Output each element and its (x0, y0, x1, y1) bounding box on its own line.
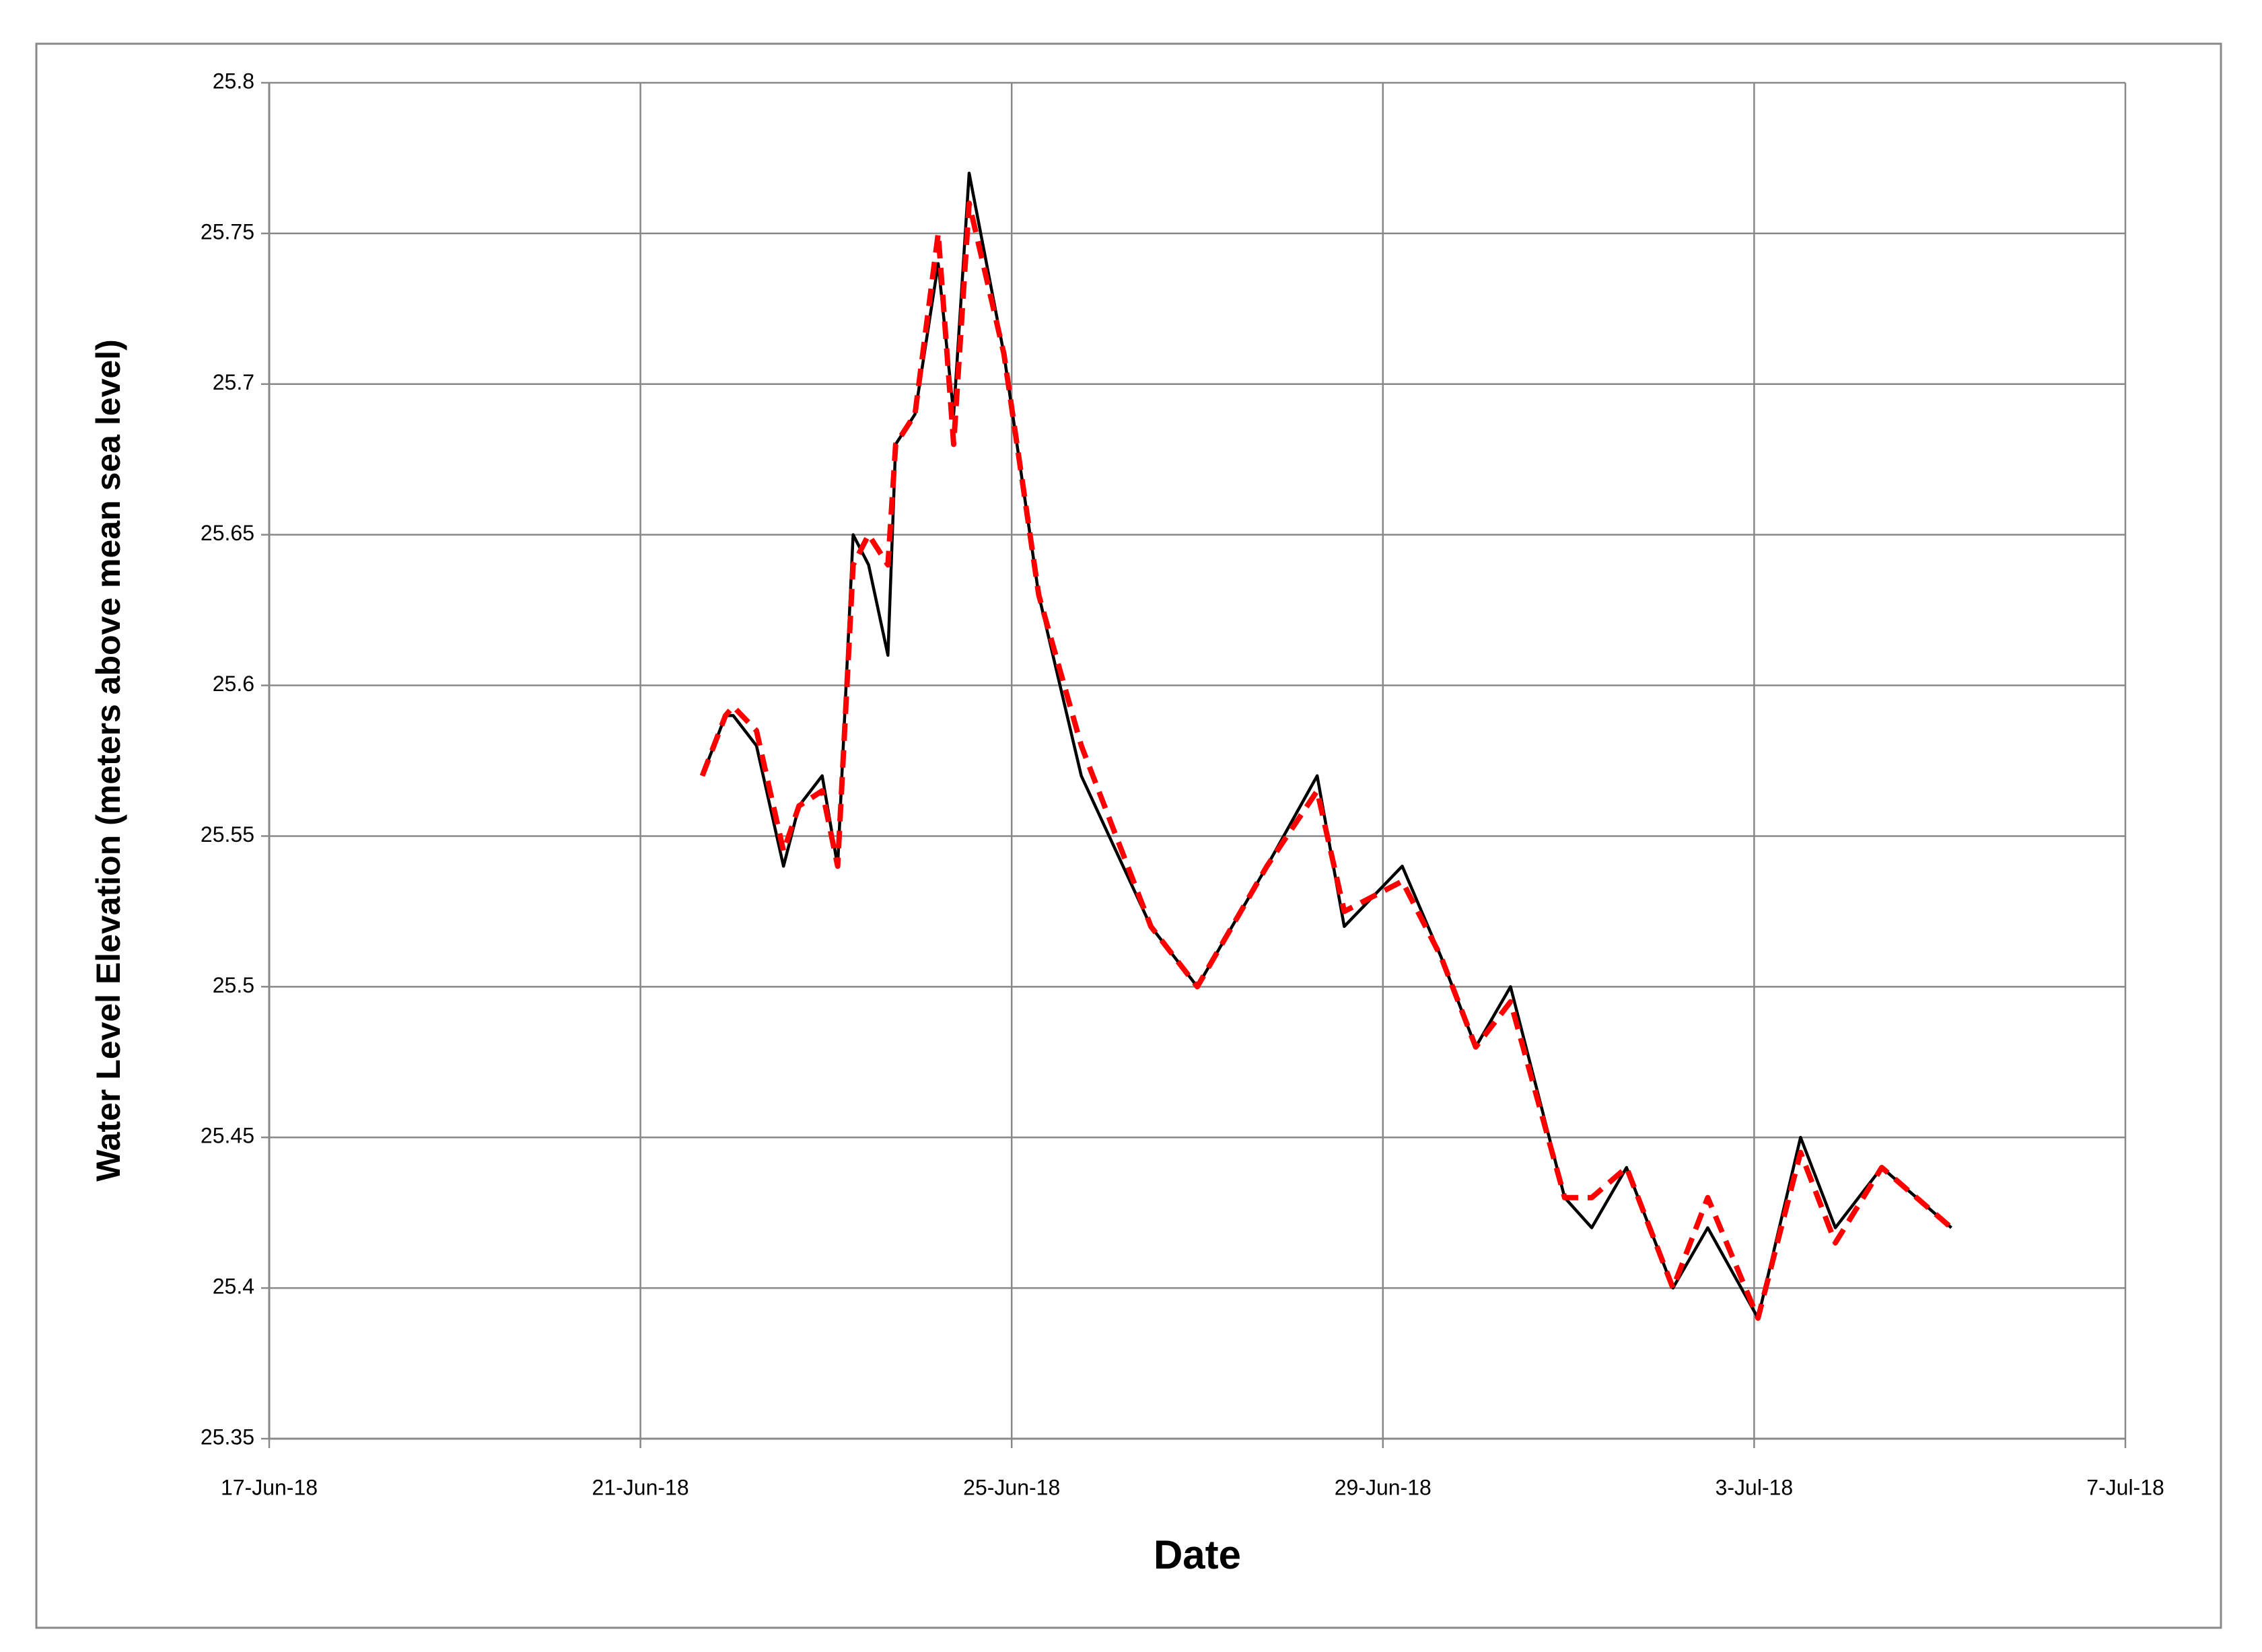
x-tick-label: 3-Jul-18 (1716, 1475, 1794, 1499)
x-tick-label: 25-Jun-18 (963, 1475, 1060, 1499)
y-axis-title: Water Level Elevation (meters above mean… (90, 339, 127, 1182)
x-tick-label: 17-Jun-18 (221, 1475, 318, 1499)
y-tick-label: 25.7 (213, 370, 254, 394)
x-tick-label: 21-Jun-18 (592, 1475, 689, 1499)
y-tick-label: 25.6 (213, 672, 254, 696)
y-tick-label: 25.55 (201, 822, 254, 847)
y-tick-label: 25.45 (201, 1124, 254, 1148)
x-tick-label: 29-Jun-18 (1335, 1475, 1432, 1499)
y-tick-label: 25.5 (213, 973, 254, 997)
y-tick-label: 25.35 (201, 1425, 254, 1449)
y-tick-label: 25.65 (201, 521, 254, 545)
y-tick-label: 25.75 (201, 219, 254, 244)
x-tick-label: 7-Jul-18 (2086, 1475, 2164, 1499)
x-axis-title: Date (1154, 1532, 1241, 1577)
y-tick-label: 25.4 (213, 1274, 254, 1299)
y-tick-label: 25.8 (213, 69, 254, 93)
